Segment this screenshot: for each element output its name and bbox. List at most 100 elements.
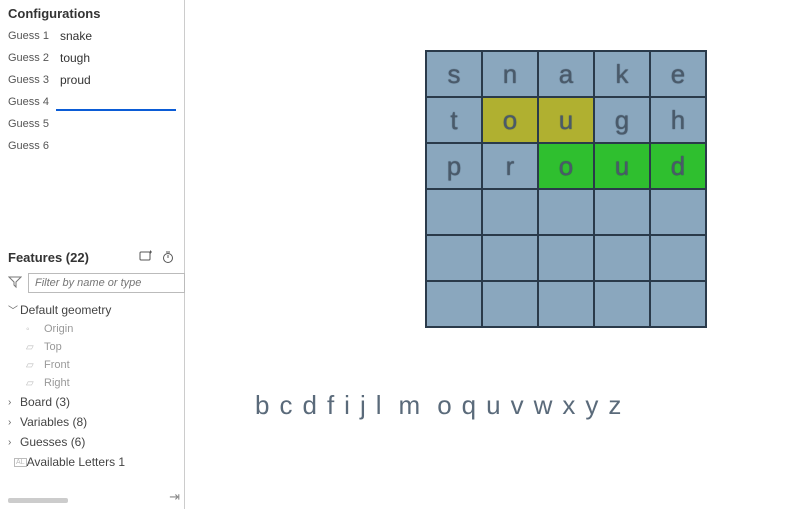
timer-icon[interactable] [160,249,176,265]
features-title: Features (22) [8,250,132,265]
available-letter: o [437,390,452,421]
board-cell: u [538,97,594,143]
board-cell: n [482,51,538,97]
available-letter: q [462,390,477,421]
plane-icon: ▱ [26,342,40,353]
tree-label: Top [44,341,62,353]
tree-label: Right [44,377,70,389]
board-row: proud [426,143,706,189]
tree-available-letters[interactable]: AL Available Letters 1 [0,452,184,472]
tree-default-geometry[interactable]: ﹀ Default geometry [0,299,184,320]
board-cell [482,189,538,235]
config-value-input[interactable]: snake [56,27,176,45]
available-letter: j [360,390,367,421]
board-cell [594,189,650,235]
filter-input[interactable] [28,273,185,293]
tree-geometry-child[interactable]: ▱Right [0,374,184,392]
canvas: snaketoughproud bcdfijlmoquvwxyz [185,0,787,509]
board-row: tough [426,97,706,143]
filter-icon[interactable] [8,275,22,292]
board-cell: o [538,143,594,189]
board-cell: k [594,51,650,97]
board-cell: p [426,143,482,189]
config-value-input[interactable]: proud [56,71,176,89]
board-cell [538,235,594,281]
config-label: Guess 2 [8,52,56,64]
origin-icon: ◦ [26,324,40,335]
config-row: Guess 5 [0,113,184,135]
board-cell [482,235,538,281]
config-row: Guess 4 [0,91,184,113]
board-cell [650,189,706,235]
plane-icon: ▱ [26,360,40,371]
config-row: Guess 2tough [0,47,184,69]
available-letter: m [399,390,422,421]
config-label: Guess 6 [8,140,56,152]
chevron-down-icon: ﹀ [8,302,20,317]
board-cell: t [426,97,482,143]
config-row: Guess 3proud [0,69,184,91]
tree-label: Available Letters 1 [27,455,126,469]
board-cell [482,281,538,327]
config-value-input[interactable] [56,137,176,155]
scrollbar[interactable] [8,498,68,503]
tree-label: Origin [44,323,73,335]
available-letter: z [608,390,622,421]
board-row [426,235,706,281]
board-cell: r [482,143,538,189]
tree-geometry-child[interactable]: ▱Front [0,356,184,374]
tree-folder[interactable]: ›Guesses (6) [0,432,184,452]
config-label: Guess 4 [8,96,56,108]
tree-folder[interactable]: ›Board (3) [0,392,184,412]
features-header: Features (22) [0,243,184,269]
board-cell: s [426,51,482,97]
config-label: Guess 5 [8,118,56,130]
board-cell [650,235,706,281]
available-letter: i [344,390,351,421]
available-letter: f [327,390,335,421]
available-letter: c [279,390,293,421]
letters-icon: AL [14,458,27,467]
available-letter: w [534,390,554,421]
board-cell [594,235,650,281]
config-row: Guess 1snake [0,25,184,47]
available-letter: y [585,390,599,421]
tree-label: Guesses (6) [20,435,85,449]
board-cell [426,189,482,235]
board-row [426,189,706,235]
chevron-right-icon: › [8,397,20,408]
board-cell [426,235,482,281]
available-letter: v [511,390,525,421]
board-cell: d [650,143,706,189]
filter-row [0,269,184,297]
available-letter: b [255,390,270,421]
tree-geometry-child[interactable]: ▱ Top [0,338,184,356]
board-cell [426,281,482,327]
config-value-input[interactable] [56,115,176,133]
board-cell: e [650,51,706,97]
expand-sidebar-icon[interactable]: ⇥ [169,489,180,505]
tree-geometry-child[interactable]: ◦ Origin [0,320,184,338]
board-cell: h [650,97,706,143]
tree-label: Variables (8) [20,415,87,429]
add-feature-icon[interactable] [138,249,154,265]
chevron-right-icon: › [8,417,20,428]
available-letter: l [376,390,383,421]
board-cell [650,281,706,327]
configurations-title: Configurations [0,0,184,25]
board-cell: u [594,143,650,189]
config-row: Guess 6 [0,135,184,157]
board-cell [594,281,650,327]
config-value-input[interactable] [56,93,176,111]
config-label: Guess 1 [8,30,56,42]
available-letter: u [486,390,501,421]
board-cell [538,281,594,327]
tree-folder[interactable]: ›Variables (8) [0,412,184,432]
configurations-list: Guess 1snakeGuess 2toughGuess 3proudGues… [0,25,184,157]
available-letters-row: bcdfijlmoquvwxyz [255,390,783,421]
board-cell: a [538,51,594,97]
tree-label: Default geometry [20,303,111,317]
config-value-input[interactable]: tough [56,49,176,67]
wordle-board: snaketoughproud [425,50,707,328]
available-letter: x [562,390,576,421]
